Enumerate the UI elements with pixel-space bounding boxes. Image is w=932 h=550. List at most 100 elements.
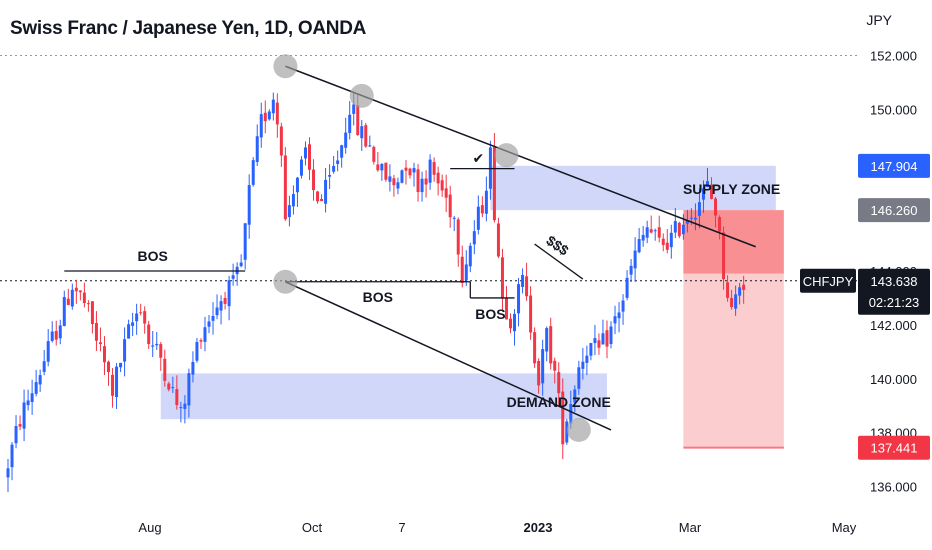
candle-body [74, 287, 78, 292]
candle [738, 282, 742, 305]
candle [380, 163, 384, 181]
candle-body [207, 321, 211, 327]
candle [561, 378, 565, 460]
candle [211, 302, 215, 335]
candle-body [633, 250, 637, 269]
pivot-circle [273, 54, 298, 79]
candle-body [171, 387, 175, 389]
candle-body [107, 361, 110, 373]
candle [428, 154, 432, 190]
candle [573, 385, 577, 412]
candle [308, 137, 311, 180]
candle-body [344, 132, 348, 148]
candle [42, 350, 46, 376]
candle-body [316, 191, 320, 202]
candle-body [509, 318, 512, 329]
candle [94, 311, 98, 351]
candle-body [637, 239, 641, 253]
candle [504, 286, 508, 320]
candle-body [255, 136, 259, 162]
candle [617, 302, 621, 333]
candle-body [545, 328, 549, 352]
candle [448, 185, 452, 228]
demand-zone-label: DEMAND ZONE [507, 394, 611, 410]
candle [6, 458, 10, 493]
candle [517, 277, 521, 327]
candle-body [356, 105, 360, 135]
candle-body [653, 230, 657, 232]
candle [187, 368, 191, 418]
candle [633, 237, 637, 282]
candle-body [484, 190, 488, 214]
candle [657, 215, 661, 243]
candle-body [187, 373, 191, 406]
candle-body [404, 167, 408, 171]
candle-body [601, 333, 605, 345]
candle [722, 226, 726, 290]
pivot-circle [566, 417, 591, 442]
candle [26, 389, 30, 411]
candle-body [521, 275, 525, 287]
candle [545, 326, 549, 362]
candle [661, 233, 665, 252]
candle [444, 174, 448, 213]
candle-body [513, 313, 517, 332]
candle [287, 195, 291, 227]
candle [195, 337, 199, 363]
candle [324, 167, 328, 213]
candle [625, 270, 629, 301]
candle-body [22, 402, 26, 429]
candle-body [143, 311, 147, 324]
candle-body [26, 400, 30, 406]
candle [163, 349, 167, 387]
candle-body [336, 160, 340, 164]
candle [223, 291, 227, 310]
candle-body [609, 326, 613, 345]
candle-body [219, 301, 223, 311]
candle [669, 224, 673, 259]
candle [167, 381, 171, 392]
candle-body [392, 178, 396, 186]
candle-body [155, 343, 159, 346]
candle-body [312, 169, 316, 191]
candle-body [621, 300, 625, 312]
candle-body [537, 360, 541, 386]
candle-body [617, 312, 621, 319]
candle [408, 167, 412, 179]
candle [316, 190, 320, 204]
candle [693, 203, 697, 231]
candle [312, 159, 316, 201]
candle [102, 336, 106, 376]
candle-body [476, 206, 480, 230]
candle-body [163, 358, 167, 381]
candle-body [14, 426, 18, 444]
candle [348, 101, 352, 140]
candle-body [730, 297, 734, 307]
candle-body [701, 188, 705, 200]
candle [203, 316, 207, 352]
candle [303, 141, 307, 166]
candle-body [227, 280, 231, 307]
candle [464, 250, 468, 286]
candle [70, 283, 74, 310]
candle-body [131, 322, 135, 326]
candle-body [34, 382, 38, 394]
zone-short-target [683, 273, 784, 448]
bos-label-3: BOS [475, 306, 505, 322]
candle-body [585, 355, 589, 363]
candle [705, 167, 709, 188]
candle [291, 185, 295, 215]
last-price-value: 143.638 [871, 274, 918, 289]
candle [239, 254, 243, 268]
candle-body [376, 164, 380, 171]
candle-body [452, 217, 456, 219]
candle-body [247, 185, 251, 225]
candle-body [267, 111, 271, 120]
candle [404, 159, 408, 185]
candle-body [243, 223, 247, 260]
candle-body [533, 332, 537, 364]
candle [139, 303, 143, 316]
candle [295, 177, 299, 207]
candle [183, 395, 187, 424]
